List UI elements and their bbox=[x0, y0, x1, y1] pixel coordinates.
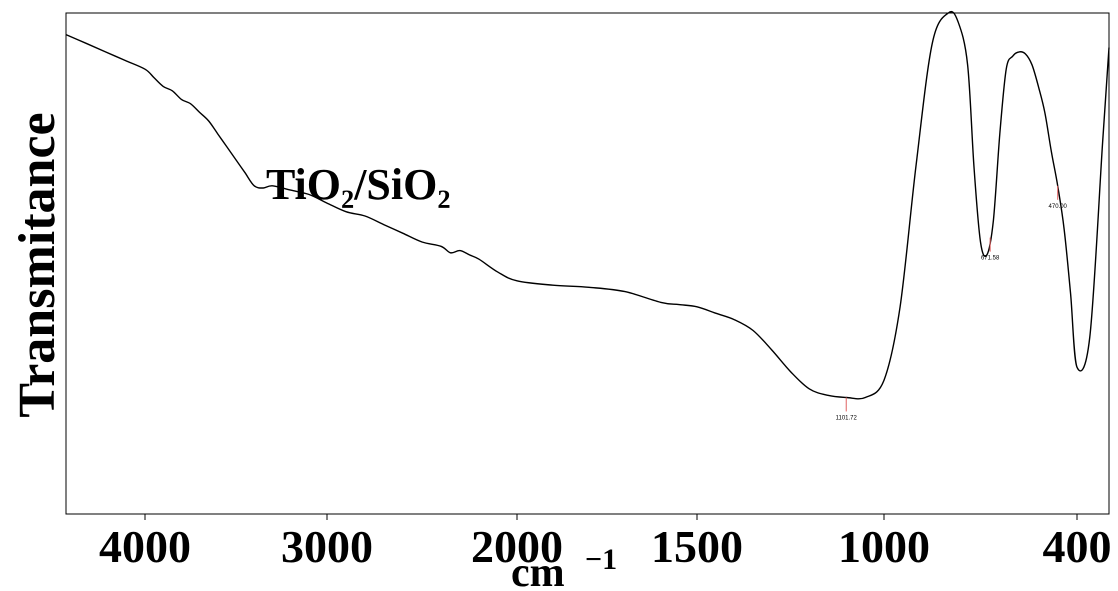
x-axis-title-superscript: −1 bbox=[585, 543, 617, 576]
x-axis-title-unit: cm bbox=[511, 550, 565, 591]
x-tick-label-1500: 1500 bbox=[651, 521, 743, 572]
x-axis-tick-labels: 4000 3000 2000 1500 1000 400 bbox=[99, 521, 1112, 572]
x-axis-ticks bbox=[144, 514, 1078, 520]
peak-markers: 1101.72 671.58 470.00 bbox=[836, 185, 1068, 421]
x-tick-label-3000: 3000 bbox=[281, 521, 373, 572]
x-tick-label-4000: 4000 bbox=[99, 521, 191, 572]
x-axis-title: cm −1 bbox=[511, 543, 617, 591]
peak-label-1101.72: 1101.72 bbox=[836, 415, 858, 421]
x-tick-label-2000: 2000 bbox=[471, 521, 563, 572]
x-tick-label-400: 400 bbox=[1043, 521, 1112, 572]
sample-annotation: TiO₂/SiO₂ bbox=[266, 160, 451, 209]
peak-label-470.00: 470.00 bbox=[1049, 204, 1068, 210]
spectrum-line bbox=[65, 10, 1110, 400]
y-axis-title: Transmitance bbox=[9, 112, 66, 417]
peak-label-671.58: 671.58 bbox=[981, 256, 1000, 262]
x-tick-label-1000: 1000 bbox=[838, 521, 930, 572]
plot-frame bbox=[65, 12, 1110, 515]
